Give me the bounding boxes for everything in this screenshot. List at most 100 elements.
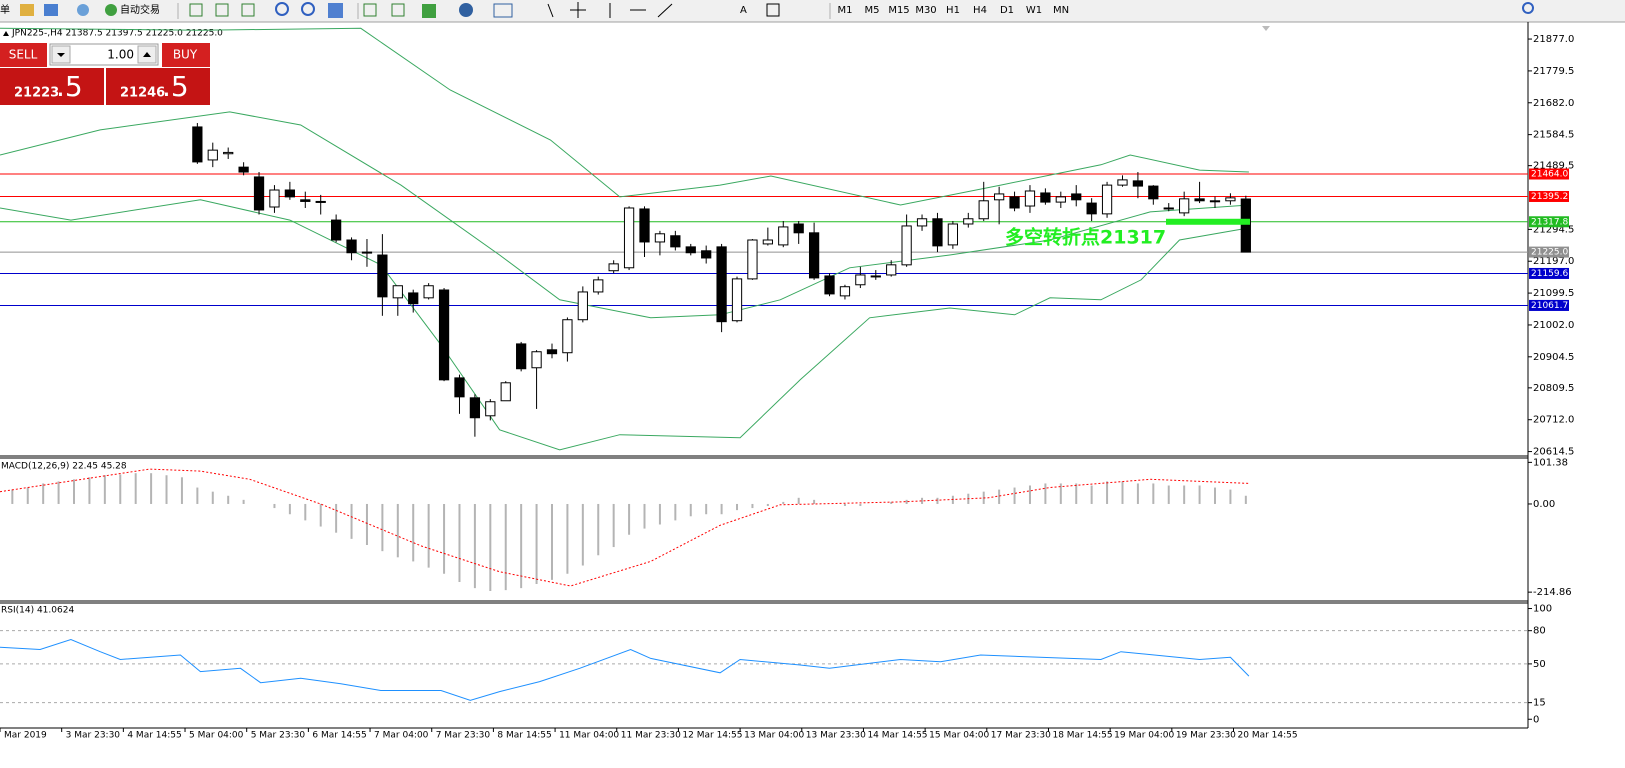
candle-body [469,397,481,419]
tool-icon[interactable] [105,4,117,16]
chart-title: JPN225-,H4 21387.5 21397.5 21225.0 21225… [11,29,223,39]
rsi-line [0,638,1250,701]
candle-body [531,351,542,369]
candle-body [808,232,820,279]
candle-body [485,401,496,417]
y-tick-label: 101.38 [1533,457,1568,468]
candle-body [1071,193,1082,201]
x-tick-label: 13 Mar 23:30 [806,731,866,741]
timeframe-button: W1 [1026,5,1042,16]
candle-body [392,285,403,299]
bid-price[interactable]: 21223 [14,86,59,101]
x-tick-label: 8 Mar 14:55 [497,731,551,741]
candle-body [855,274,866,286]
candle-body [346,239,357,254]
tool-icon[interactable] [189,3,203,17]
x-tick-label: Mar 2019 [4,731,47,741]
y-tick-label: 15 [1533,698,1546,709]
ask-pips[interactable]: .5 [162,70,189,103]
trade-panel: SELL 1.00 BUY 21223 .5 21246 .5 [0,43,210,105]
candle-body [454,377,465,398]
candle-body [963,218,974,225]
sell-button[interactable] [0,43,47,67]
periodicity[interactable] [459,3,473,17]
candle-body [284,189,295,198]
lot-value[interactable]: 1.00 [107,48,134,62]
zoom-in[interactable] [275,2,289,16]
y-tick-label: 20614.5 [1533,447,1574,458]
buy-label[interactable]: BUY [173,48,198,62]
price-level-tag [1529,299,1569,311]
tool-icon[interactable] [363,3,377,17]
price-level-tag [1529,168,1569,180]
price-level-tag [1529,246,1569,258]
timeframe-button: MN [1053,5,1069,16]
ask-box[interactable] [106,68,210,105]
collapse-icon[interactable] [3,31,9,36]
macd-signal [0,468,1249,587]
chart-window [0,23,1625,768]
y-tick-label: 21682.0 [1533,98,1574,109]
candle-body [670,235,681,248]
tool-icon[interactable] [391,3,405,17]
timeframe-button: M5 [865,5,880,16]
x-tick-label: 5 Mar 23:30 [251,731,306,741]
tool-icon[interactable] [20,4,34,16]
menu-label[interactable]: 单 [0,4,10,16]
candle-body [1225,197,1236,202]
candle-body [932,218,943,247]
search-icon[interactable] [1522,2,1534,14]
x-tick-label: 20 Mar 14:55 [1238,731,1298,741]
y-tick-label: 21002.0 [1533,320,1574,331]
tool-icon[interactable] [77,4,89,16]
x-tick-label: 3 Mar 23:30 [66,731,121,741]
candle-body [994,193,1005,201]
timeframe-button: H4 [973,5,987,16]
candle-body [593,279,604,293]
lot-input[interactable] [49,43,159,66]
candle-body [1194,198,1205,202]
candle-body [947,223,959,246]
x-tick-label: 19 Mar 23:30 [1176,731,1236,741]
zoom-out[interactable] [301,2,315,16]
price-level-label: 21317.8 [1531,217,1568,227]
price-level-label: 21395.2 [1531,192,1568,202]
timeframe-button: M30 [915,5,936,16]
candle-body [423,285,434,299]
y-tick-label: 21099.5 [1533,288,1574,299]
templates[interactable] [493,3,513,18]
cursor-tool[interactable] [547,3,554,18]
x-tick-label: 11 Mar 23:30 [621,731,681,741]
candle-body [1148,185,1159,200]
candle-body [1179,198,1190,214]
candle-body [577,291,588,321]
tool-icon[interactable] [328,3,343,18]
sell-label[interactable]: SELL [9,48,38,62]
candle-body [1209,200,1221,203]
lot-down-arrow [57,53,65,57]
ask-price[interactable]: 21246 [120,86,165,101]
tool-icon[interactable] [44,4,58,16]
trendline-tool[interactable] [657,3,673,18]
timeframe-button: D1 [1000,5,1014,16]
autotrade-button[interactable]: 自动交易 [120,3,160,16]
label-tool[interactable] [766,3,780,17]
y-tick-label: 0.00 [1533,499,1555,510]
candle-body [778,226,789,246]
bid-pips[interactable]: .5 [56,70,83,103]
text-tool[interactable]: A [740,5,747,16]
bid-box[interactable] [0,68,104,105]
candle-body [500,382,511,402]
pivot-marker [1166,218,1250,225]
tool-icon[interactable] [215,3,229,17]
y-tick-label: 100 [1533,604,1552,615]
candle-body [408,292,419,305]
price-level-label: 21464.0 [1531,169,1568,179]
toolbar [0,0,1625,22]
tool-icon[interactable] [241,3,255,17]
candle-body [562,319,573,354]
buy-button[interactable] [162,43,210,67]
candle-body [1024,190,1036,207]
new-order[interactable] [422,4,436,18]
